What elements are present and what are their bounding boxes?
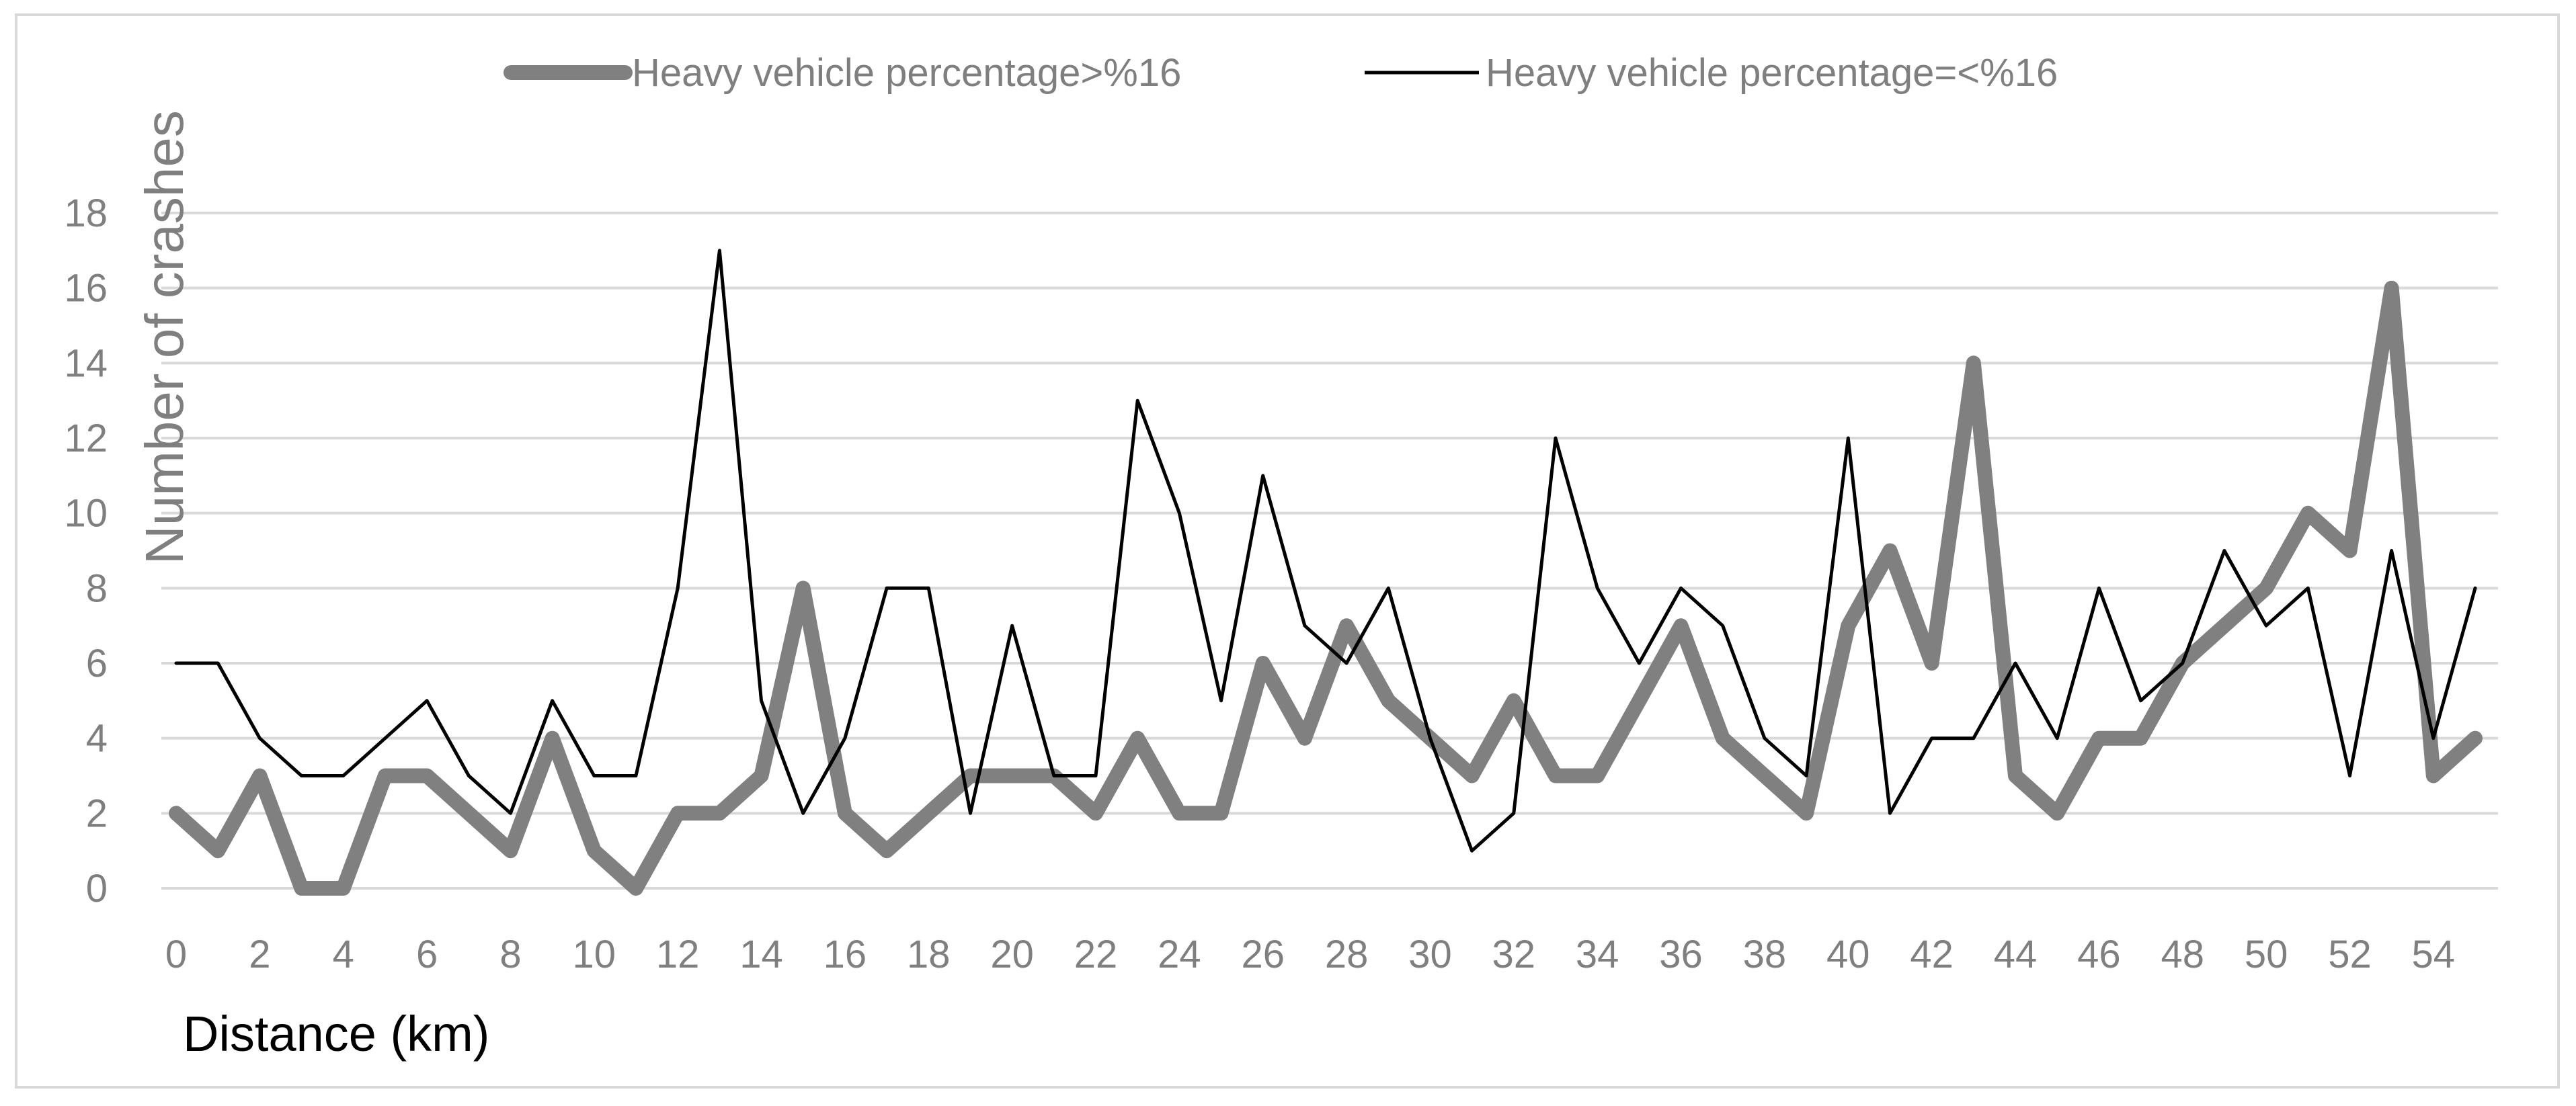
x-axis-ticks: 0 2 4 6 8 10 12 14 16 18 20 22 24 26 28 30 32 34 36 38 40 42 4… bbox=[165, 933, 2455, 976]
x-tick-label-32: 32 bbox=[1492, 933, 1536, 976]
x-axis-title: Distance (km) bbox=[183, 1006, 489, 1062]
y-tick-label-18: 18 bbox=[64, 192, 108, 235]
y-axis-ticks: 0 2 4 6 8 10 12 14 16 18 bbox=[64, 192, 108, 910]
x-tick-label-52: 52 bbox=[2328, 933, 2372, 976]
x-tick-label-28: 28 bbox=[1325, 933, 1369, 976]
x-tick-label-6: 6 bbox=[416, 933, 438, 976]
legend: Heavy vehicle percentage>%16 Heavy vehic… bbox=[504, 51, 2058, 95]
y-tick-label-14: 14 bbox=[64, 341, 108, 385]
series-line-0 bbox=[169, 280, 2483, 896]
y-tick-label-12: 12 bbox=[64, 417, 108, 460]
x-tick-label-30: 30 bbox=[1408, 933, 1452, 976]
chart-frame bbox=[15, 13, 2560, 1089]
x-tick-label-16: 16 bbox=[823, 933, 867, 976]
legend-label-heavy-gt16: Heavy vehicle percentage>%16 bbox=[632, 51, 1181, 95]
gridlines bbox=[161, 212, 2498, 890]
y-axis-title: Number of crashes bbox=[134, 110, 194, 564]
y-tick-label-4: 4 bbox=[86, 717, 108, 761]
x-tick-label-38: 38 bbox=[1743, 933, 1787, 976]
x-tick-label-18: 18 bbox=[907, 933, 951, 976]
x-tick-label-0: 0 bbox=[165, 933, 187, 976]
y-tick-label-10: 10 bbox=[64, 492, 108, 536]
y-tick-label-0: 0 bbox=[86, 867, 108, 910]
x-tick-label-20: 20 bbox=[990, 933, 1034, 976]
legend-label-heavy-le16: Heavy vehicle percentage=<%16 bbox=[1486, 51, 2058, 95]
x-tick-label-22: 22 bbox=[1074, 933, 1118, 976]
x-tick-label-2: 2 bbox=[249, 933, 270, 976]
x-tick-label-50: 50 bbox=[2245, 933, 2288, 976]
x-tick-label-48: 48 bbox=[2161, 933, 2204, 976]
x-tick-label-12: 12 bbox=[656, 933, 700, 976]
y-tick-label-8: 8 bbox=[86, 566, 108, 610]
x-tick-label-46: 46 bbox=[2077, 933, 2121, 976]
x-tick-label-26: 26 bbox=[1241, 933, 1285, 976]
series-line-1 bbox=[174, 249, 2477, 853]
x-tick-label-4: 4 bbox=[333, 933, 354, 976]
x-tick-label-10: 10 bbox=[573, 933, 616, 976]
x-tick-label-34: 34 bbox=[1576, 933, 1619, 976]
x-tick-label-44: 44 bbox=[1994, 933, 2038, 976]
x-tick-label-54: 54 bbox=[2412, 933, 2456, 976]
x-tick-label-36: 36 bbox=[1659, 933, 1703, 976]
x-tick-label-8: 8 bbox=[499, 933, 521, 976]
x-tick-label-40: 40 bbox=[1826, 933, 1870, 976]
y-tick-label-2: 2 bbox=[86, 792, 108, 835]
y-tick-label-6: 6 bbox=[86, 642, 108, 685]
x-tick-label-14: 14 bbox=[739, 933, 783, 976]
x-tick-label-24: 24 bbox=[1158, 933, 1201, 976]
y-tick-label-16: 16 bbox=[64, 267, 108, 310]
x-tick-label-42: 42 bbox=[1910, 933, 1954, 976]
series-lines bbox=[169, 249, 2483, 896]
